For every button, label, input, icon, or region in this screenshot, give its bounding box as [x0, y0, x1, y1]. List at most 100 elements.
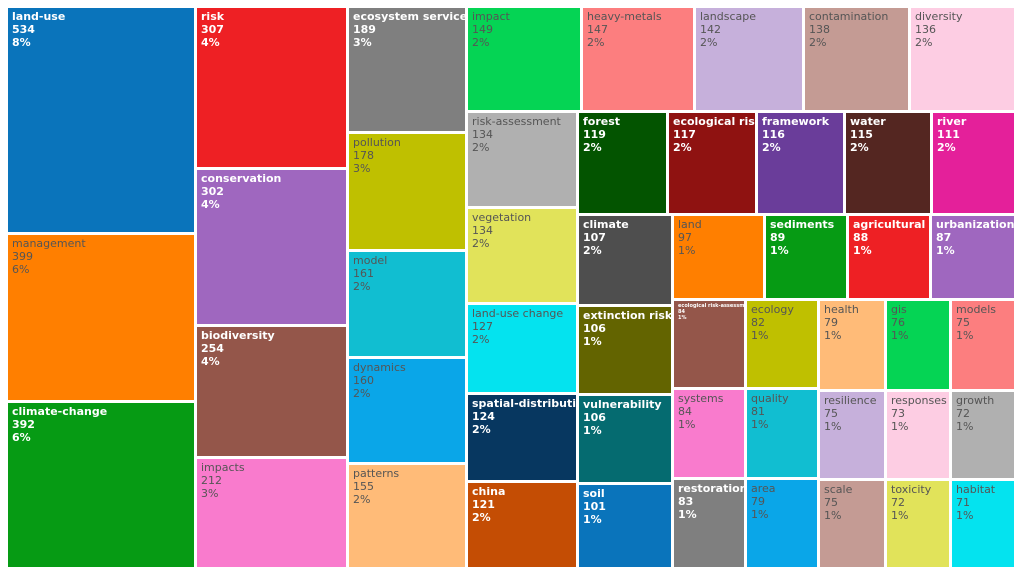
tile-value: 302 [201, 185, 224, 198]
tile-percent: 2% [583, 141, 602, 154]
tile-label: impacts [201, 461, 245, 474]
tile-percent: 2% [850, 141, 869, 154]
tile-percent: 1% [678, 508, 697, 521]
tile-label: habitat [956, 483, 996, 496]
tile-value: 88 [853, 231, 869, 244]
tile-percent: 1% [956, 509, 974, 522]
treemap-tile-models: models 75 1% [952, 301, 1014, 389]
tile-percent: 4% [201, 355, 220, 368]
tile-percent: 2% [809, 36, 827, 49]
tile-label: quality [751, 392, 789, 405]
tile-value: 89 [770, 231, 786, 244]
treemap-tile-biodiversity: biodiversity 254 4% [197, 327, 346, 456]
tile-label: risk [201, 10, 225, 23]
treemap-tile-vegetation: vegetation 134 2% [468, 209, 576, 302]
treemap-tile-area: area 79 1% [747, 480, 817, 567]
tile-percent: 2% [472, 511, 491, 524]
tile-percent: 1% [891, 329, 909, 342]
tile-label: conservation [201, 172, 282, 185]
treemap-tile-ecological-risk: ecological risk 117 2% [669, 113, 755, 213]
tile-label: restoration [678, 482, 744, 495]
tile-percent: 1% [936, 244, 955, 257]
treemap-tile-restoration: restoration 83 1% [674, 480, 744, 567]
tile-label: climate-change [12, 405, 108, 418]
treemap-tile-contamination: contamination 138 2% [805, 8, 908, 110]
tile-percent: 2% [583, 244, 602, 257]
tile-percent: 3% [353, 36, 372, 49]
tile-percent: 1% [824, 420, 842, 433]
tile-label: risk-assessment [472, 115, 561, 128]
treemap-tile-toxicity: toxicity 72 1% [887, 481, 949, 567]
tile-label: soil [583, 487, 605, 500]
tile-percent: 1% [853, 244, 872, 257]
tile-label: river [937, 115, 967, 128]
tile-value: 178 [353, 149, 374, 162]
tile-label: toxicity [891, 483, 932, 496]
tile-percent: 1% [751, 329, 769, 342]
treemap-tile-gis: gis 76 1% [887, 301, 949, 389]
tile-value: 79 [751, 495, 765, 508]
tile-label: china [472, 485, 506, 498]
tile-percent: 8% [12, 36, 31, 49]
tile-label: water [850, 115, 886, 128]
tile-value: 134 [472, 128, 493, 141]
tile-value: 136 [915, 23, 936, 36]
tile-label: forest [583, 115, 621, 128]
treemap-tile-resilience: resilience 75 1% [820, 392, 884, 478]
tile-value: 71 [956, 496, 970, 509]
tile-label: ecology [751, 303, 794, 316]
tile-label: growth [956, 394, 995, 407]
treemap-tile-spatial-distribution: spatial-distribution1242% [468, 395, 576, 480]
tile-value: 124 [472, 410, 495, 423]
tile-value: 138 [809, 23, 830, 36]
treemap-tile-china: china 121 2% [468, 483, 576, 567]
tile-label: dynamics [353, 361, 406, 374]
tile-percent: 2% [587, 36, 605, 49]
treemap-tile-forest: forest 119 2% [579, 113, 666, 213]
tile-percent: 1% [891, 509, 909, 522]
tile-value: 147 [587, 23, 608, 36]
tile-percent: 6% [12, 263, 30, 276]
tile-percent: 2% [472, 141, 490, 154]
tile-label: ecological risk-assessment [678, 303, 744, 309]
tile-percent: 2% [353, 493, 371, 506]
treemap-tile-management: management 399 6% [8, 235, 194, 400]
tile-value: 161 [353, 267, 374, 280]
tile-percent: 2% [937, 141, 956, 154]
tile-percent: 2% [472, 333, 490, 346]
tile-percent: 1% [751, 508, 769, 521]
tile-label: vegetation [472, 211, 532, 224]
tile-value: 121 [472, 498, 495, 511]
tile-value: 107 [583, 231, 606, 244]
tile-percent: 4% [201, 36, 220, 49]
treemap-tile-responses: responses 73 1% [887, 392, 949, 478]
treemap-tile-ecological-risk-assessment: ecological risk-assessment841% [674, 301, 744, 387]
tile-label: gis [891, 303, 907, 316]
tile-label: urbanization [936, 218, 1014, 231]
treemap-tile-river: river 111 2% [933, 113, 1014, 213]
tile-percent: 1% [583, 513, 602, 526]
treemap-tile-land-use-change: land-use change 127 2% [468, 305, 576, 392]
treemap-tile-ecology: ecology 82 1% [747, 301, 817, 387]
tile-value: 79 [824, 316, 838, 329]
treemap-tile-model: model 161 2% [349, 252, 465, 356]
tile-value: 534 [12, 23, 35, 36]
tile-percent: 1% [956, 420, 974, 433]
tile-percent: 2% [472, 237, 490, 250]
tile-label: landscape [700, 10, 757, 23]
tile-label: patterns [353, 467, 400, 480]
tile-label: land-use [12, 10, 66, 23]
tile-value: 72 [891, 496, 905, 509]
treemap-tile-patterns: patterns 155 2% [349, 465, 465, 567]
treemap-tile-habitat: habitat 71 1% [952, 481, 1014, 567]
tile-value: 149 [472, 23, 493, 36]
tile-percent: 1% [678, 315, 687, 321]
tile-percent: 1% [583, 424, 602, 437]
tile-value: 84 [678, 405, 692, 418]
treemap-tile-sediments: sediments 89 1% [766, 216, 846, 298]
treemap-tile-health: health 79 1% [820, 301, 884, 389]
tile-value: 307 [201, 23, 224, 36]
tile-value: 106 [583, 411, 606, 424]
tile-label: framework [762, 115, 830, 128]
